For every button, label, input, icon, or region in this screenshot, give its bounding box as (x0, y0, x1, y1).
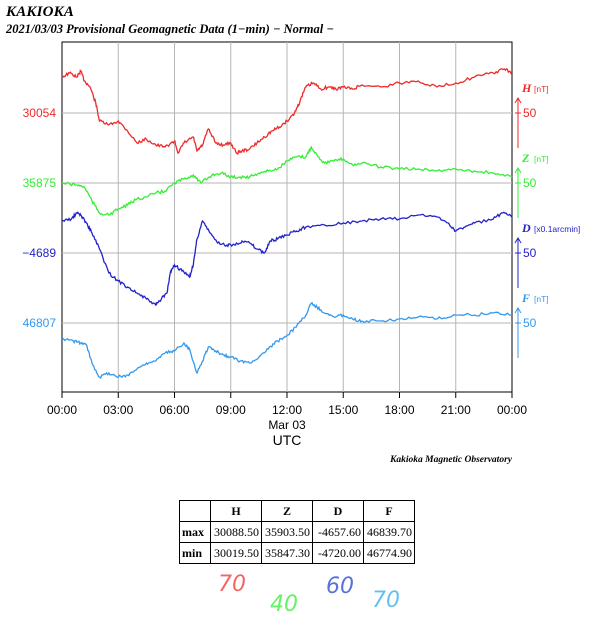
stats-row-label: min (179, 542, 211, 564)
x-tick-label: 18:00 (384, 403, 414, 417)
stats-header-row: H Z D F (179, 500, 415, 522)
right-tick-label-d: 50 (523, 246, 537, 260)
series-line-h (61, 68, 513, 155)
stats-min-h: 30019.50 (210, 542, 262, 564)
x-tick-label: 09:00 (216, 403, 246, 417)
right-tick-label-h: 50 (523, 106, 537, 120)
left-axis-label-z: 35875 (23, 176, 57, 190)
x-tick-label: 06:00 (159, 403, 189, 417)
component-name-h: H (521, 81, 532, 95)
stats-min-d: -4720.00 (312, 542, 364, 564)
stats-max-f: 46839.70 (363, 521, 415, 543)
chart-subtitle: 2021/03/03 Provisional Geomagnetic Data … (6, 22, 334, 36)
stats-col-h: H (210, 500, 262, 522)
stats-max-z: 35903.50 (261, 521, 313, 543)
magnetogram-chart: 00:00 03:00 06:00 09:00 12:00 15:00 18:00 21:00… (22, 41, 580, 465)
left-axis-label-h: 30054 (23, 106, 57, 120)
x-date-label: Mar 03 (268, 418, 306, 432)
scale-d-value: 60 (326, 574, 354, 599)
stats-corner (179, 500, 211, 522)
scale-arrowhead-d (514, 237, 522, 244)
series-line-d (61, 211, 513, 307)
component-name-z: Z (521, 151, 530, 165)
component-unit-z: [nT] (534, 154, 549, 164)
stats-row-label: max (179, 521, 211, 543)
chart-title: KAKIOKA (6, 4, 75, 20)
x-tick-label: 00:00 (47, 403, 77, 417)
scale-arrowhead-f (514, 307, 522, 314)
stats-col-f: F (363, 500, 415, 522)
series-line-f (61, 302, 513, 380)
scale-arrowhead-z (514, 167, 522, 174)
x-tick-label: 21:00 (441, 403, 471, 417)
scale-arrowhead-h (514, 97, 522, 104)
left-axis-label-f: 46807 (23, 316, 57, 330)
stats-col-z: Z (261, 500, 313, 522)
x-tick-label: 00:00 (497, 403, 527, 417)
stats-max-h: 30088.50 (210, 521, 262, 543)
scale-z-value: 40 (270, 592, 298, 617)
right-tick-label-z: 50 (523, 176, 537, 190)
x-axis-label: UTC (273, 432, 302, 448)
component-name-f: F (521, 291, 530, 305)
credit-label: Kakioka Magnetic Observatory (389, 455, 513, 465)
stats-min-f: 46774.90 (363, 542, 415, 564)
right-tick-label-f: 50 (523, 316, 537, 330)
scale-f-value: 70 (372, 588, 400, 613)
stats-row-max: max 30088.50 35903.50 -4657.60 46839.70 (179, 521, 415, 543)
left-axis-label-d: −4689 (22, 246, 56, 260)
stats-min-z: 35847.30 (261, 542, 313, 564)
x-tick-label: 15:00 (328, 403, 358, 417)
component-name-d: D (521, 221, 531, 235)
x-tick-label: 03:00 (103, 403, 133, 417)
stats-table: H Z D F max 30088.50 35903.50 -4657.60 4… (179, 500, 415, 564)
series-line-z (61, 145, 513, 216)
stats-col-d: D (312, 500, 364, 522)
x-tick-label: 12:00 (272, 403, 302, 417)
scale-h-value: 70 (218, 572, 246, 597)
component-unit-f: [nT] (534, 294, 549, 304)
stats-row-min: min 30019.50 35847.30 -4720.00 46774.90 (179, 542, 415, 564)
component-unit-h: [nT] (534, 84, 549, 94)
stats-max-d: -4657.60 (312, 521, 364, 543)
component-unit-d: [x0.1arcmin] (534, 224, 580, 234)
